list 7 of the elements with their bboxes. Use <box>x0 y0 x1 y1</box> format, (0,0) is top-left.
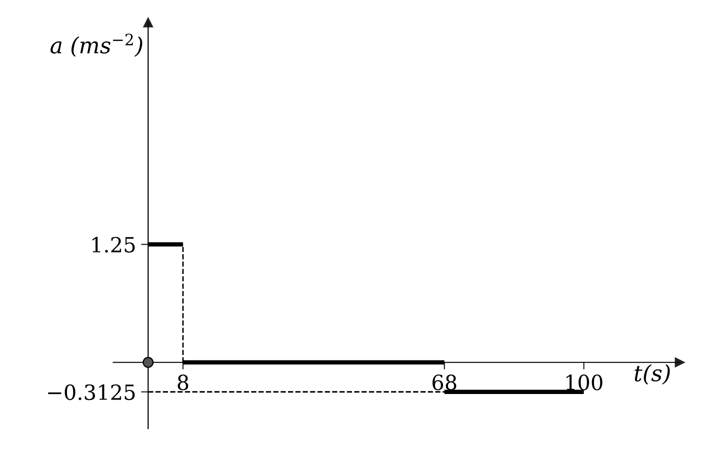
x-tick-label: 68 <box>432 374 456 390</box>
y-axis-title: a (ms$^{−2}$) <box>50 34 142 57</box>
x-tick-label: 8 <box>178 374 188 390</box>
y-tick-label: 1.25 <box>92 236 135 253</box>
x-tick-label: 100 <box>566 374 602 390</box>
x-axis-title: t(s) <box>634 364 670 385</box>
y-tick-label: −0.3125 <box>48 384 135 400</box>
